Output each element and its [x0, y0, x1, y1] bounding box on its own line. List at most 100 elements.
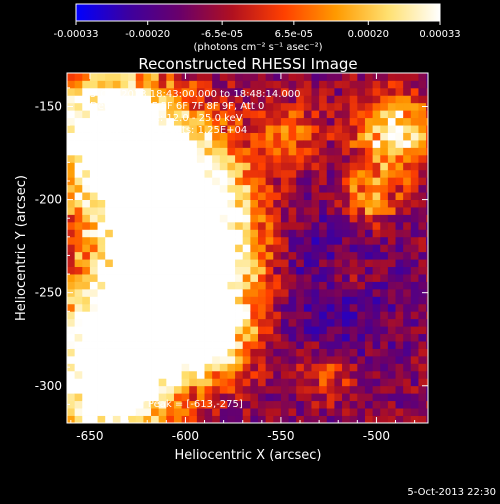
heatmap-cell	[112, 229, 121, 238]
heatmap-cell	[242, 102, 251, 111]
heatmap-cell	[196, 274, 205, 282]
heatmap-cell	[97, 266, 106, 275]
heatmap-cell	[273, 259, 282, 268]
heatmap-cell	[128, 303, 137, 312]
heatmap-cell	[334, 288, 343, 297]
heatmap-cell	[219, 87, 228, 96]
heatmap-cell	[105, 348, 114, 357]
heatmap-cell	[166, 333, 175, 342]
heatmap-cell	[326, 385, 335, 394]
heatmap-cell	[105, 132, 114, 141]
heatmap-cell	[280, 363, 289, 372]
heatmap-cell	[273, 333, 282, 342]
heatmap-cell	[418, 393, 427, 402]
heatmap-cell	[380, 162, 389, 171]
heatmap-cell	[135, 199, 144, 208]
heatmap-cell	[120, 378, 129, 387]
heatmap-cell	[235, 318, 244, 327]
heatmap-cell	[82, 125, 91, 133]
heatmap-cell	[326, 333, 335, 342]
heatmap-cell	[403, 378, 412, 387]
heatmap-cell	[204, 318, 213, 327]
heatmap-cell	[326, 199, 335, 208]
heatmap-cell	[105, 415, 114, 423]
heatmap-cell	[74, 184, 83, 193]
heatmap-cell	[303, 87, 312, 96]
heatmap-cell	[334, 214, 343, 223]
heatmap-cell	[395, 162, 404, 171]
heatmap-cell	[120, 132, 129, 141]
heatmap-cell	[67, 221, 76, 230]
heatmap-cell	[334, 363, 343, 372]
heatmap-cell	[143, 303, 152, 312]
heatmap-cell	[395, 363, 404, 372]
annotation-time-range: 5-Oct-2013 18:43:00.000 to 18:48:14.000	[90, 89, 301, 100]
heatmap-cell	[112, 318, 121, 327]
heatmap-cell	[418, 199, 427, 208]
heatmap-cell	[250, 266, 259, 275]
heatmap-cell	[67, 95, 76, 104]
heatmap-cell	[204, 393, 213, 402]
colorbar-tick-label: -0.00020	[125, 29, 170, 40]
heatmap-cell	[273, 147, 282, 156]
heatmap-cell	[364, 236, 374, 245]
heatmap-cell	[242, 341, 251, 349]
heatmap-cell	[311, 132, 320, 141]
heatmap-cell	[158, 73, 167, 81]
heatmap-cell	[349, 244, 358, 253]
heatmap-cell	[67, 370, 76, 379]
heatmap-cell	[189, 110, 198, 119]
heatmap-cell	[334, 221, 343, 230]
heatmap-cell	[189, 303, 198, 312]
heatmap-cell	[235, 140, 244, 148]
heatmap-cell	[334, 400, 343, 409]
heatmap-cell	[67, 244, 76, 253]
heatmap-cell	[181, 214, 190, 223]
heatmap-cell	[288, 192, 297, 200]
heatmap-cell	[364, 95, 374, 104]
heatmap-cell	[349, 415, 358, 423]
heatmap-cell	[334, 355, 343, 364]
heatmap-cell	[342, 415, 351, 423]
heatmap-cell	[280, 393, 289, 402]
heatmap-cell	[250, 296, 259, 305]
heatmap-cell	[120, 415, 129, 423]
heatmap-cell	[74, 363, 83, 372]
heatmap-cell	[349, 363, 358, 372]
heatmap-cell	[364, 192, 374, 200]
heatmap-cell	[242, 221, 251, 230]
heatmap-cell	[242, 326, 251, 335]
heatmap-cell	[303, 378, 312, 387]
heatmap-cell	[334, 393, 343, 402]
heatmap-cell	[372, 229, 381, 238]
heatmap-cell	[82, 236, 91, 245]
heatmap-cell	[387, 355, 396, 364]
heatmap-cell	[173, 281, 183, 290]
heatmap-cell	[74, 408, 83, 416]
heatmap-cell	[74, 102, 83, 111]
heatmap-cell	[319, 214, 328, 223]
heatmap-cell	[426, 80, 428, 89]
heatmap-cell	[242, 199, 251, 208]
heatmap-cell	[403, 303, 412, 312]
heatmap-cell	[219, 236, 228, 245]
heatmap-cell	[418, 177, 427, 186]
heatmap-cell	[105, 236, 114, 245]
heatmap-cell	[151, 169, 160, 178]
heatmap-cell	[135, 341, 144, 349]
heatmap-cell	[196, 102, 205, 111]
heatmap-cell	[135, 303, 144, 312]
heatmap-cell	[258, 140, 267, 148]
heatmap-cell	[74, 303, 83, 312]
heatmap-cell	[219, 147, 228, 156]
heatmap-cell	[105, 80, 114, 89]
heatmap-cell	[235, 125, 244, 133]
heatmap-cell	[273, 348, 282, 357]
heatmap-cell	[97, 140, 106, 148]
heatmap-cell	[280, 125, 289, 133]
heatmap-cell	[250, 408, 259, 416]
heatmap-cell	[151, 192, 160, 200]
heatmap-cell	[265, 326, 274, 335]
heatmap-cell	[89, 318, 98, 327]
heatmap-cell	[265, 415, 274, 423]
